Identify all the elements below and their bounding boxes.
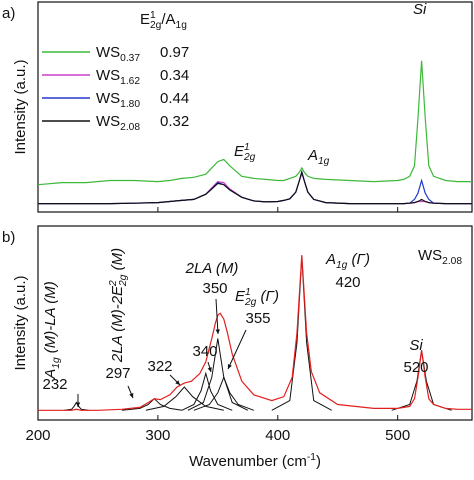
mode-label-part: 2 [108,280,119,287]
x-tick-label: 500 [385,427,410,444]
component-curve [187,338,249,411]
component-curve [193,375,254,411]
legend-header: E1 2g/A1g [140,10,187,31]
mode-label-part: 2LA (M) [185,260,239,277]
arrow-head [227,364,232,369]
mode-label-part: (Γ) [256,288,279,305]
mode-label-part: E [235,288,246,305]
peak-annotation: Si [413,1,427,18]
mode-label-part: 1 [245,287,251,298]
mode-label-part: 2g [118,274,129,287]
peak-position: 340 [192,343,217,360]
legend-label: WS2.08 [96,113,140,133]
mode-label: 2LA (M) [185,260,239,277]
legend-header-part: E [140,11,150,28]
mode-label: Si [409,337,423,354]
arrow-shaft [215,298,219,335]
mode-label-part: (Γ) [347,251,370,268]
x-axis-title-part: Wavenumber (cm [189,453,307,470]
mode-label-part: 2LA (M)-2E [109,285,126,363]
x-axis-title-part: -1 [307,452,316,463]
y-axis-label: Intensity (a.u.) [12,275,29,370]
peak-annotation: E1 2g [234,142,256,163]
peak-position: 232 [42,376,67,393]
peak-annotation-part: E [234,143,245,160]
x-tick-label: 200 [25,427,50,444]
mode-label: A1g (Γ) [325,251,370,271]
legend-label-part: WS [96,113,120,130]
mode-label: E1 2g (Γ) [235,287,279,308]
legend-label-part: WS [96,90,120,107]
spectrum-line [38,169,472,205]
peak-position: 350 [202,280,227,297]
y-axis-label: Intensity (a.u.) [12,59,29,154]
legend-header-part: /A [161,11,175,28]
spectrum-line [38,169,472,205]
peak-annotation-part: 2g [243,152,256,163]
mode-label: A1g (M)-LA (M) [42,281,62,379]
legend-label: WS1.80 [96,90,140,110]
mode-label: 2LA (M)-2E22g (M) [108,248,129,363]
plot-frame [37,1,473,213]
arrow-shaft [227,329,247,370]
spectrum-line [37,60,472,186]
mode-label-part: Si [409,337,423,354]
legend-header-part: 1 [150,10,156,21]
x-axis-title-part: ) [316,453,321,470]
mode-label-part: (M)-LA (M) [42,281,59,357]
panel-label: a) [2,5,15,22]
legend-label-part: WS [96,67,120,84]
legend-label-part: 2.08 [120,122,140,133]
mode-label-part: A [42,369,59,380]
plot-frame [37,225,473,421]
panel-label: b) [2,229,15,246]
peak-annotation-part: 1g [318,156,330,167]
legend-ratio: 0.44 [160,90,189,107]
mode-label-part: (M) [109,248,126,275]
peak-position: 297 [105,365,130,382]
peak-position: 355 [245,310,270,327]
legend-header-part: 1g [176,20,188,31]
arrow-head [129,393,134,398]
mode-label-part: A [325,251,336,268]
legend-ratio: 0.97 [160,44,189,61]
peak-annotation: A1g [307,147,330,167]
x-tick-label: 400 [265,427,290,444]
mode-label-part: 1g [336,260,348,271]
peak-annotation-part: A [307,147,318,164]
arrow-head [175,380,180,385]
legend-header-part: 2g [150,20,162,31]
x-axis-title: Wavenumber (cm-1) [189,452,321,470]
legend-label-part: 0.37 [120,53,140,64]
sample-label-part: 2.08 [442,256,462,267]
mode-label-part: 2g [244,297,257,308]
peak-position: 322 [147,358,172,375]
arrow-head [75,402,81,407]
legend-label-part: 1.62 [120,76,140,87]
legend-label: WS1.62 [96,67,140,87]
peak-position: 420 [335,274,360,291]
legend-ratio: 0.32 [160,113,189,130]
component-curve [181,371,233,411]
arrow-head [207,367,212,372]
arrow-head [215,329,220,334]
component-curve [271,256,332,411]
legend-label-part: 1.80 [120,99,140,110]
peak-annotation-part: 1 [244,142,250,153]
legend-label-part: WS [96,44,120,61]
mode-label-part: 1g [51,357,62,369]
x-tick-label: 300 [145,427,170,444]
legend-ratio: 0.34 [160,67,189,84]
peak-position: 520 [403,359,428,376]
legend-label: WS0.37 [96,44,140,64]
sample-label-part: WS [418,247,442,264]
component-curve [145,386,224,411]
sample-label: WS2.08 [418,247,462,267]
spectrum-line [38,255,472,411]
peak-annotation-part: Si [413,1,427,18]
